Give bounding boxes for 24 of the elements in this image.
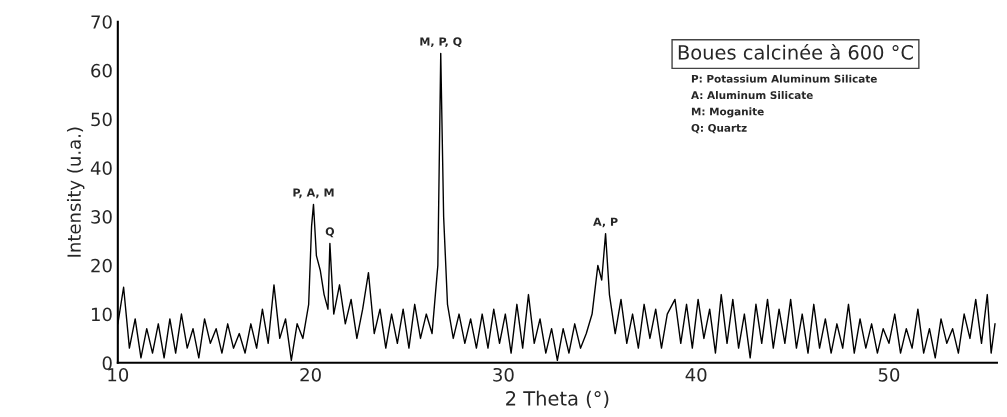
x-axis-title: 2 Theta (°) — [506, 390, 609, 409]
annotation: M, P, Q — [420, 37, 462, 48]
x-tick-label: 30 — [493, 367, 514, 382]
annotation: A, P — [593, 217, 618, 228]
annotation: A: Aluminum Silicate — [691, 91, 813, 100]
y-tick-label: 50 — [91, 112, 112, 127]
y-tick-label: 30 — [91, 210, 112, 224]
x-tick-label: 10 — [108, 367, 129, 382]
y-tick-label: 20 — [91, 258, 112, 273]
x-tick-label: 50 — [878, 367, 900, 382]
annotation: Q — [325, 227, 335, 238]
annotation: Q: Quartz — [691, 123, 747, 134]
y-tick-label: 70 — [91, 15, 112, 29]
y-tick-label: 60 — [91, 63, 112, 78]
annotation: P, A, M — [293, 188, 334, 199]
annotation: P: Potassium Aluminum Silicate — [691, 74, 877, 83]
x-tick-label: 40 — [685, 367, 707, 382]
y-tick-label: 10 — [91, 307, 112, 322]
y-tick-label: 40 — [90, 161, 112, 175]
x-tick-label: 20 — [300, 367, 321, 382]
annotation: M: Moganite — [691, 107, 764, 118]
y-axis-title: Intensity (u.a.) — [66, 127, 85, 257]
y-tick-label: 0 — [102, 356, 112, 370]
annotation: Boues calcinée à 600 °C — [678, 43, 913, 60]
